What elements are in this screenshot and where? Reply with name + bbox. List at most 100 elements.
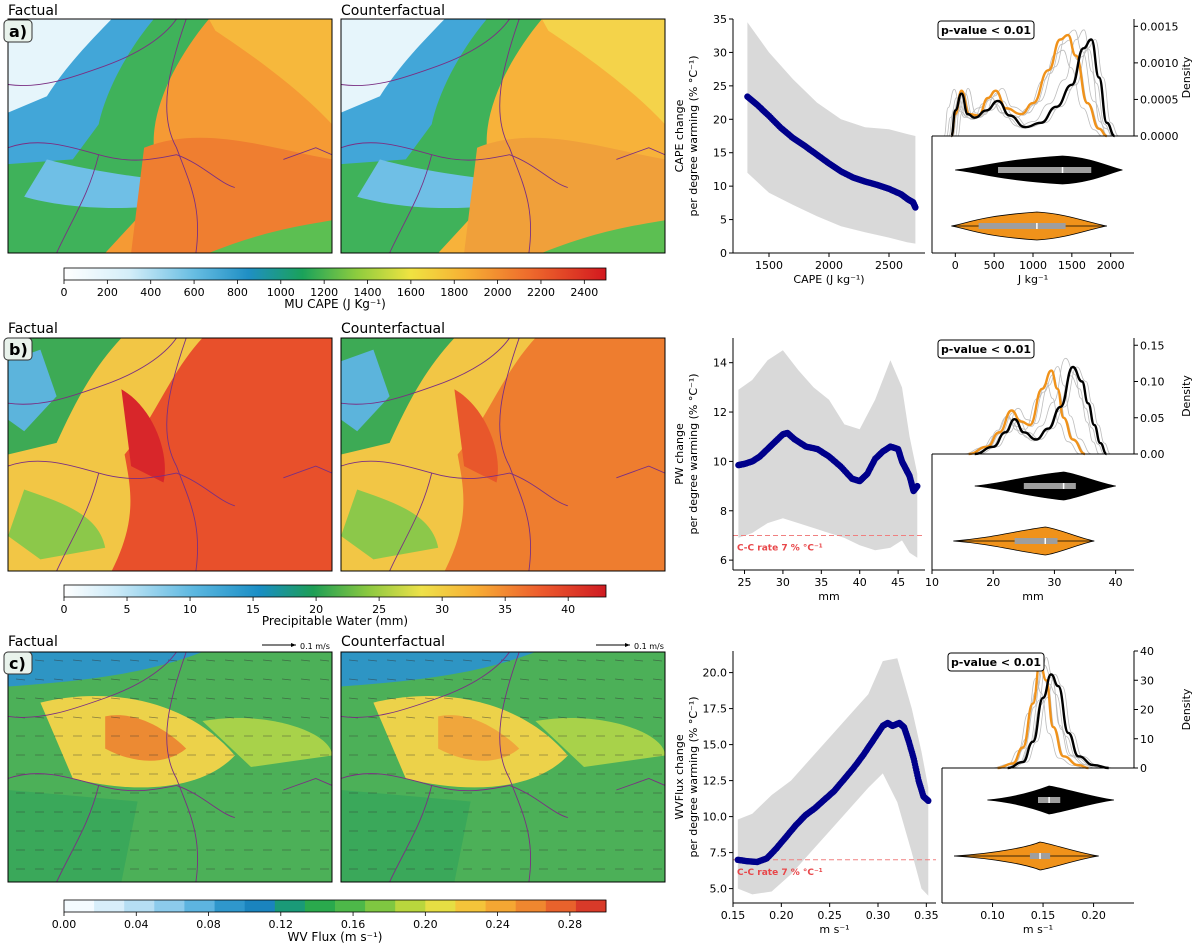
- y-tick-label: 12.5: [703, 775, 728, 788]
- quiver-arrow: [281, 678, 292, 681]
- x-axis-label: CAPE (J kg⁻¹): [793, 273, 864, 286]
- quiver-arrow: [243, 678, 254, 681]
- quiver-arrow: [386, 716, 397, 719]
- quiver-arrow: [300, 659, 311, 662]
- ensemble-curve: [1011, 673, 1113, 769]
- quiver-arrow: [300, 678, 311, 681]
- quiver-arrow: [367, 678, 378, 681]
- quiver-arrow: [576, 678, 587, 681]
- map-region-white: [341, 19, 445, 113]
- y-tick-label: 0: [720, 247, 727, 260]
- colorbar-segment: [545, 900, 577, 912]
- x-tick-label: 0.20: [1081, 909, 1106, 922]
- quiver-arrow: [576, 697, 587, 700]
- border-line: [509, 472, 568, 507]
- quiver-arrow: [262, 659, 273, 662]
- y-tick-label: 0.15: [1140, 339, 1165, 352]
- border-line: [166, 652, 199, 882]
- map-borders: [8, 338, 332, 571]
- colorbar-segment: [455, 900, 486, 912]
- map-counterfactual-a: [340, 18, 666, 254]
- quiver-arrow: [205, 697, 216, 700]
- border-line: [341, 652, 510, 718]
- x-tick-label: 45: [891, 576, 905, 589]
- colorbar-segment: [244, 900, 276, 912]
- y-tick-label: 0.0000: [1140, 130, 1179, 143]
- border-line: [8, 338, 177, 405]
- quiver-arrow: [129, 716, 140, 719]
- quiver-arrow: [167, 716, 178, 719]
- quiver-arrow: [481, 678, 492, 681]
- quiver-arrow: [557, 659, 568, 662]
- colorbar-a: 0 200 400 600 800 1000 1200 1400 1600 1800 2000 220…: [61, 267, 607, 299]
- y-tick-label: 15.0: [703, 739, 728, 752]
- panel-label-c: c): [3, 651, 33, 675]
- y-tick-label: 0.00: [1140, 448, 1165, 461]
- quiver-arrow: [53, 659, 64, 662]
- border-line: [616, 778, 665, 791]
- colorbar-segment: [515, 900, 547, 912]
- quiver-arrow: [633, 697, 644, 700]
- colorbar-tick-label: 15: [246, 603, 260, 616]
- density-chart-a: 0.0000 0.0005 0.0010 0.0015 Density p-value <…: [931, 19, 1193, 286]
- border-line: [499, 652, 532, 882]
- ensemble-curves: [943, 29, 1119, 137]
- border-line: [8, 142, 177, 161]
- map-region-blue: [341, 349, 390, 432]
- y-tick-label: 10: [713, 455, 727, 468]
- border-line: [283, 147, 332, 160]
- x-tick-label: 0.30: [866, 909, 891, 922]
- quiver-arrow: [186, 659, 197, 662]
- ensemble-curve: [1005, 683, 1107, 769]
- border-line: [499, 19, 532, 253]
- map-frame: [340, 337, 666, 572]
- quiver-arrow: [367, 659, 378, 662]
- map-field: [341, 19, 665, 253]
- quiver-arrow: [224, 659, 235, 662]
- quiver-arrow: [652, 659, 663, 662]
- quiver-arrow: [462, 678, 473, 681]
- quiver-arrow: [148, 678, 159, 681]
- map-region-yellow: [541, 19, 665, 125]
- quiver-arrow: [386, 678, 397, 681]
- x-axis-label: m s⁻¹: [819, 923, 849, 936]
- density-y-label: Density: [1180, 375, 1193, 417]
- x-tick-label: 10: [925, 576, 939, 589]
- quiver-arrow: [386, 697, 397, 700]
- colorbar-segment: [124, 900, 155, 912]
- data-point: [914, 482, 921, 490]
- colorbar-tick-label: 35: [498, 603, 512, 616]
- change-chart-a: 1500 2000 2500 0 5 10 15 20 25 30 35 CAPE (J kg⁻¹) C…: [673, 13, 925, 286]
- colorbar-tick-label: 0.16: [341, 918, 366, 931]
- factual-density-line: [1007, 673, 1109, 770]
- map-region-hills: [341, 489, 439, 560]
- map-region-south: [341, 790, 471, 882]
- y-tick-label: 14: [713, 357, 727, 370]
- quiver-arrow: [53, 678, 64, 681]
- quiver-arrow: [614, 678, 625, 681]
- quiver-arrow: [614, 659, 625, 662]
- quiver-arrow: [319, 678, 330, 681]
- quiver-arrow: [262, 678, 273, 681]
- map-region-yellow: [208, 19, 332, 125]
- quiver-arrow: [72, 716, 83, 719]
- x-tick-label: 1500: [755, 259, 783, 272]
- map-title-counterfactual-b: Counterfactual: [341, 321, 445, 337]
- quiver-arrow: [481, 697, 492, 700]
- colorbar-tick-label: 20: [309, 603, 323, 616]
- quiver-arrow: [519, 697, 530, 700]
- border-line: [8, 773, 177, 792]
- violin-counterfactual: [951, 211, 1107, 241]
- colorbar-tick-label: 600: [184, 286, 205, 299]
- colorbar-frame: [63, 899, 607, 913]
- data-point: [912, 204, 919, 211]
- colorbar-tick-label: 2400: [570, 286, 598, 299]
- quiver-arrow: [652, 716, 663, 719]
- ensemble-curve: [967, 357, 1100, 455]
- map-region-orange: [131, 137, 332, 253]
- violin-iqr-box: [1023, 483, 1076, 489]
- quiver-arrow: [519, 678, 530, 681]
- quiver-arrow: [405, 716, 416, 719]
- map-field: [8, 338, 332, 571]
- ensemble-curve: [948, 48, 1113, 137]
